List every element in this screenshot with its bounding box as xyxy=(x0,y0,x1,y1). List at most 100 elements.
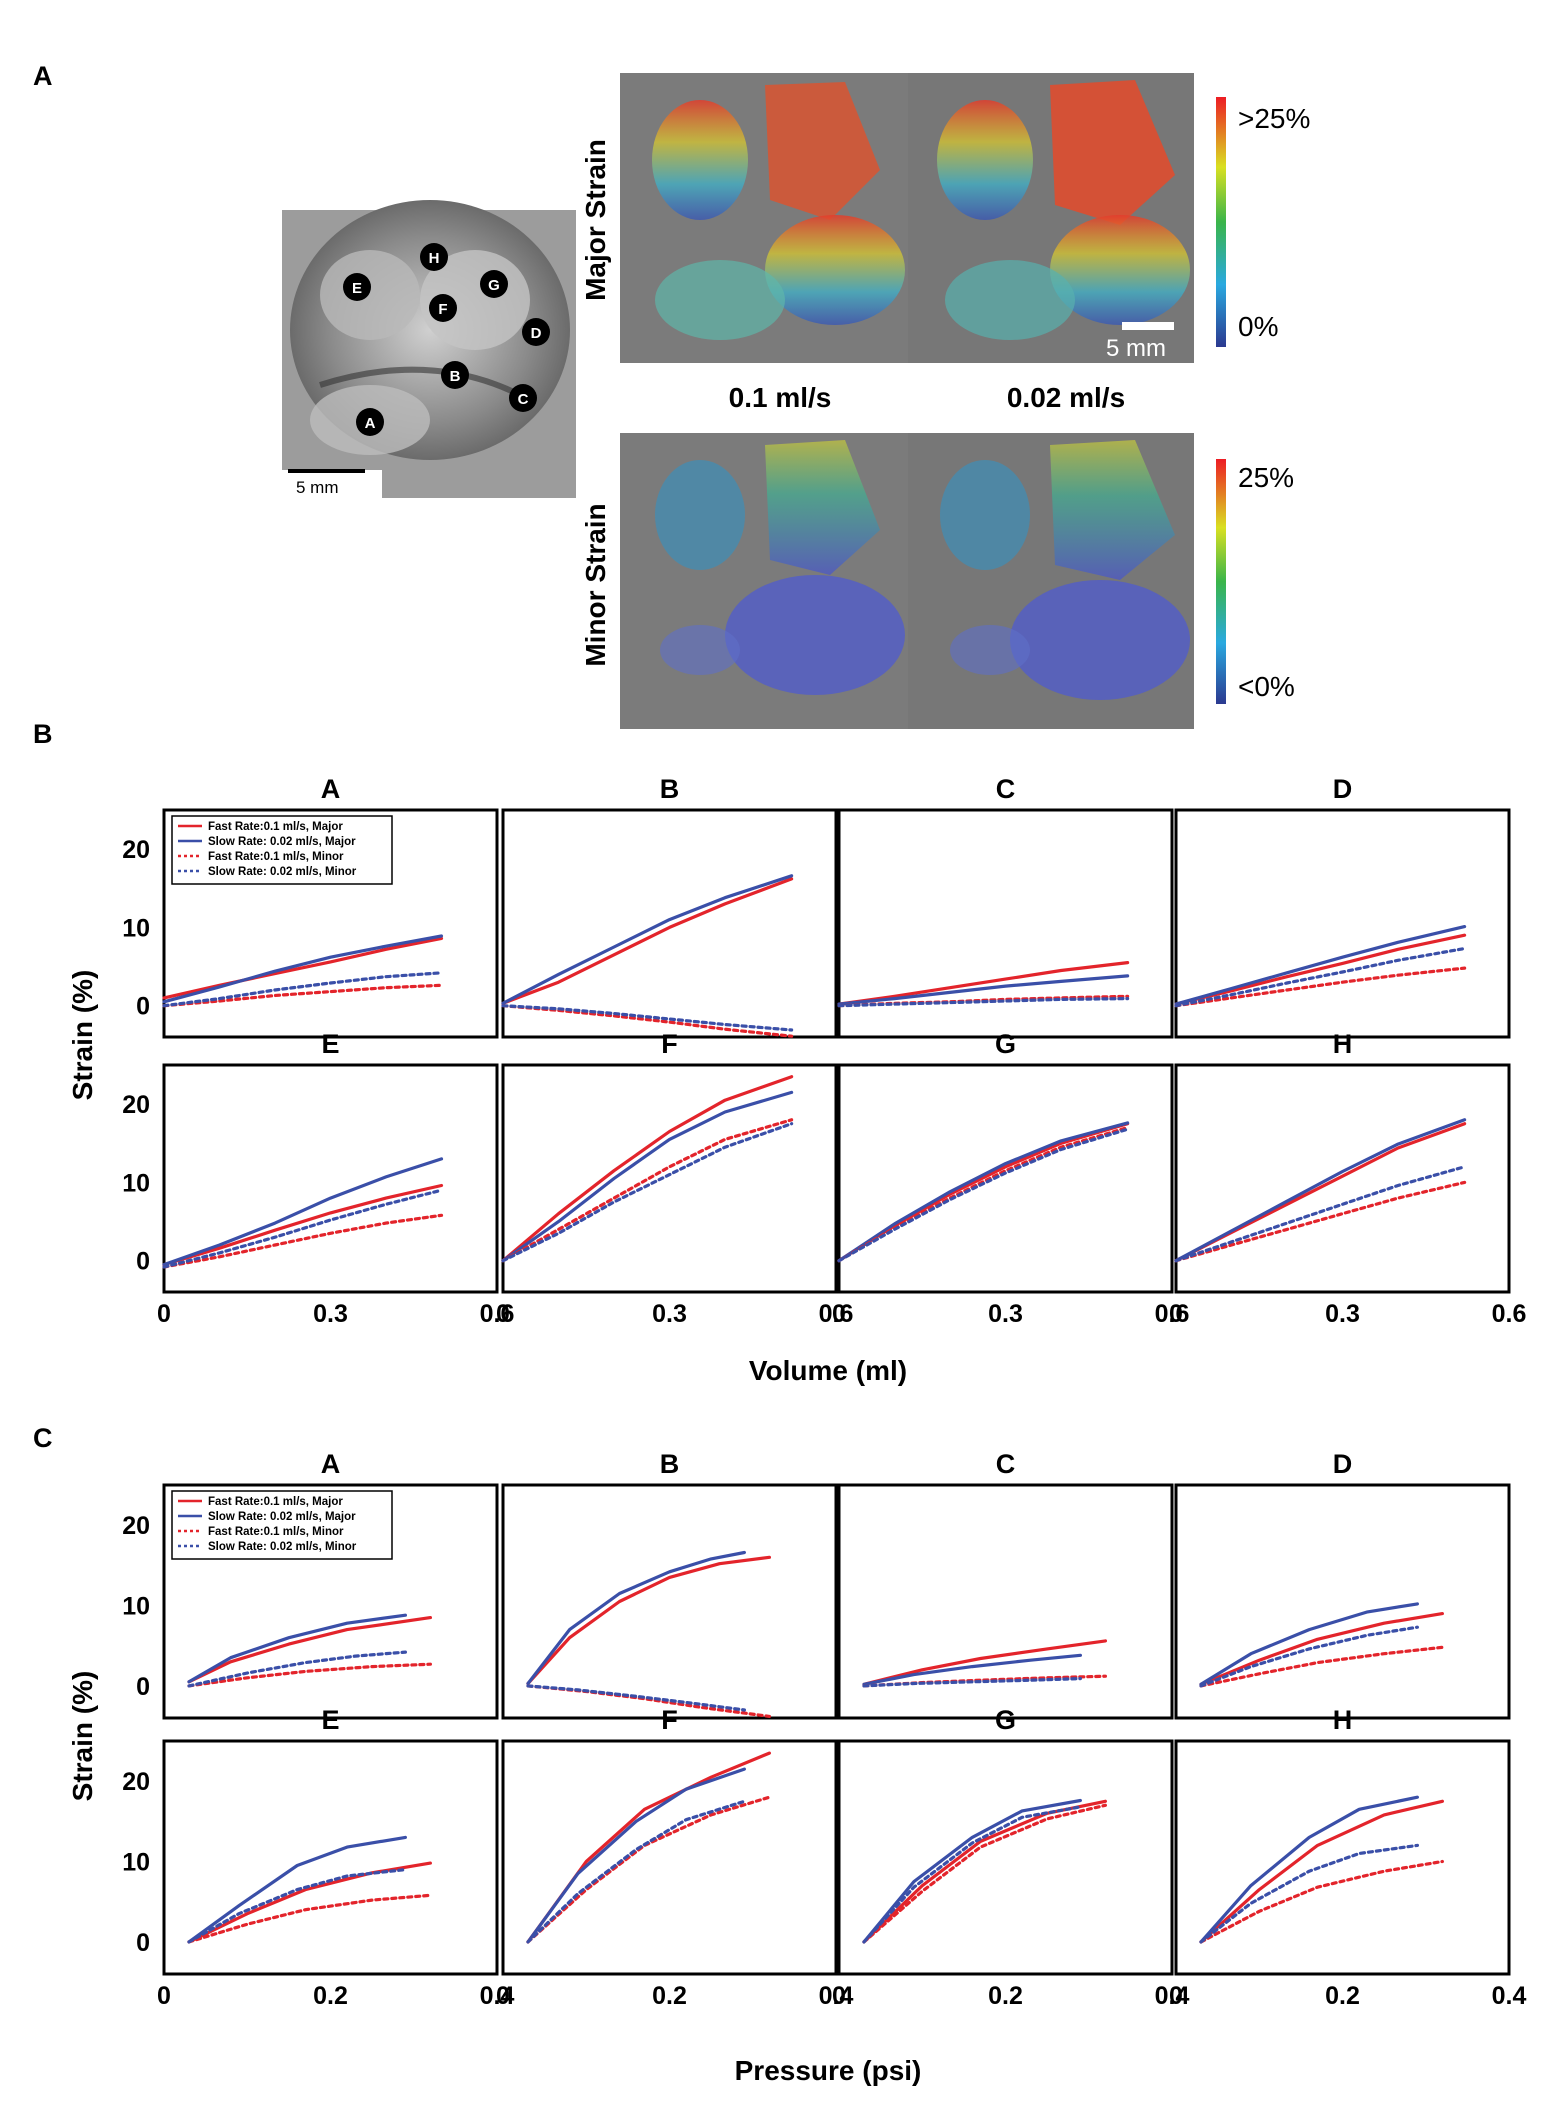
subplot-title-c-d: D xyxy=(1333,1449,1353,1479)
legend-label-b-0: Fast Rate:0.1 ml/s, Major xyxy=(208,821,343,833)
series-line-c-f-1 xyxy=(526,1767,747,1944)
colorbar-major-bottom: 0% xyxy=(1238,311,1278,342)
scale-bar-box xyxy=(282,470,382,498)
legend-label-c-3: Slow Rate: 0.02 ml/s, Minor xyxy=(208,1541,357,1553)
series-line-c-e-2 xyxy=(187,1893,432,1944)
scale-bar-small-label: 5 mm xyxy=(296,478,339,497)
series-line-b-c-1 xyxy=(837,974,1130,1006)
series-line-b-f-2 xyxy=(501,1118,794,1263)
x-tick-c-e-2: 0.4 xyxy=(480,1982,515,2010)
x-tick-c-f-1: 0.2 xyxy=(652,1982,687,2010)
subplot-title-b-f: F xyxy=(661,1029,678,1059)
series-line-c-c-1 xyxy=(862,1653,1083,1686)
x-tick-b-e-0: 0 xyxy=(157,1300,171,1328)
series-line-c-g-1 xyxy=(862,1798,1083,1944)
series-line-c-d-0 xyxy=(1199,1611,1445,1686)
colorbar-minor-bottom: <0% xyxy=(1238,671,1295,702)
legend-label-c-2: Fast Rate:0.1 ml/s, Minor xyxy=(208,1526,344,1538)
x-tick-b-g-1: 0.3 xyxy=(988,1300,1023,1328)
subplot-frame-b-b xyxy=(501,808,838,1039)
subplot-title-b-h: H xyxy=(1333,1029,1353,1059)
series-line-b-b-1 xyxy=(501,874,794,1005)
series-line-b-e-1 xyxy=(162,1157,444,1267)
rate-label-slow: 0.02 ml/s xyxy=(1007,382,1125,413)
marker-f xyxy=(429,294,457,322)
subplot-frame-b-d xyxy=(1174,808,1511,1039)
subplot-title-c-h: H xyxy=(1333,1705,1353,1735)
marker-h xyxy=(420,243,448,271)
subplot-title-b-d: D xyxy=(1333,774,1353,804)
x-tick-c-h-0: 0 xyxy=(1169,1982,1183,2010)
series-line-c-d-1 xyxy=(1199,1602,1420,1686)
legend-label-b-3: Slow Rate: 0.02 ml/s, Minor xyxy=(208,866,357,878)
subplot-frame-c-d xyxy=(1174,1483,1511,1720)
panel-c-letter: C xyxy=(33,1423,53,1453)
subplot-title-b-b: B xyxy=(660,774,680,804)
minor-strain-image-fast xyxy=(620,433,908,729)
subplot-frame-c-b xyxy=(501,1483,838,1720)
marker-e xyxy=(343,273,371,301)
series-line-c-e-1 xyxy=(187,1835,407,1944)
x-tick-b-g-2: 0.6 xyxy=(1155,1300,1190,1328)
x-tick-c-g-0: 0 xyxy=(832,1982,846,2010)
series-line-b-h-1 xyxy=(1174,1118,1467,1263)
x-tick-b-g-0: 0 xyxy=(832,1300,846,1328)
x-tick-c-h-2: 0.4 xyxy=(1492,1982,1527,2010)
x-tick-b-h-1: 0.3 xyxy=(1325,1300,1360,1328)
legend-label-b-1: Slow Rate: 0.02 ml/s, Major xyxy=(208,836,356,848)
subplot-frame-c-e xyxy=(162,1739,499,1976)
colorbar-minor-top: 25% xyxy=(1238,462,1294,493)
series-line-b-b-0 xyxy=(501,877,794,1005)
major-strain-image-slow: 5 mm xyxy=(908,73,1194,363)
legend-box-c xyxy=(171,1490,393,1560)
marker-d-label: D xyxy=(531,325,542,342)
panel-c-charts: A 0 10 20 Fast Rate:0.1 ml/s, Major Slow Rate… xyxy=(122,1449,1526,2010)
x-tick-b-e-1: 0.3 xyxy=(313,1300,348,1328)
colorbar-major-top: >25% xyxy=(1238,103,1310,134)
subplot-title-b-c: C xyxy=(996,774,1016,804)
y-tick-c-a-2: 20 xyxy=(122,1512,150,1540)
marker-f-label: F xyxy=(438,301,447,318)
y-tick-c-e-1: 10 xyxy=(122,1849,150,1877)
subplot-title-b-e: E xyxy=(321,1029,339,1059)
y-tick-c-e-0: 0 xyxy=(136,1929,150,1957)
subplot-title-c-a: A xyxy=(321,1449,341,1479)
series-line-b-e-3 xyxy=(162,1188,444,1269)
x-tick-c-g-2: 0.4 xyxy=(1155,1982,1190,2010)
marker-a-label: A xyxy=(365,415,376,432)
series-line-b-d-0 xyxy=(1174,933,1467,1006)
series-line-b-f-0 xyxy=(501,1075,794,1263)
series-line-c-c-0 xyxy=(862,1639,1108,1686)
series-line-b-h-2 xyxy=(1174,1180,1467,1263)
series-line-b-c-0 xyxy=(837,960,1130,1006)
series-line-c-e-3 xyxy=(187,1867,407,1944)
series-line-b-e-2 xyxy=(162,1213,444,1269)
legend-label-b-2: Fast Rate:0.1 ml/s, Minor xyxy=(208,851,344,863)
subplot-title-c-g: G xyxy=(995,1705,1016,1735)
panel-b-xlabel: Volume (ml) xyxy=(749,1355,907,1386)
panel-b-letter: B xyxy=(33,719,53,749)
series-line-c-b-0 xyxy=(526,1555,772,1686)
legend-label-c-0: Fast Rate:0.1 ml/s, Major xyxy=(208,1496,343,1508)
series-line-c-a-0 xyxy=(187,1615,432,1684)
subplot-frame-b-g xyxy=(837,1063,1174,1294)
colorbar-minor xyxy=(1216,459,1226,704)
y-tick-b-e-1: 10 xyxy=(122,1169,150,1197)
x-tick-c-e-1: 0.2 xyxy=(313,1982,348,2010)
y-tick-b-e-2: 20 xyxy=(122,1091,150,1119)
series-line-b-a-3 xyxy=(162,971,444,1008)
series-line-c-a-2 xyxy=(187,1662,432,1688)
subplot-frame-b-h xyxy=(1174,1063,1511,1294)
x-tick-b-h-2: 0.6 xyxy=(1492,1300,1527,1328)
panel-a-letter: A xyxy=(33,61,53,91)
region-markers: H E G F D B C A xyxy=(343,243,550,436)
subplot-title-c-c: C xyxy=(996,1449,1016,1479)
marker-c xyxy=(509,384,537,412)
subplot-title-c-f: F xyxy=(661,1705,678,1735)
series-line-c-g-2 xyxy=(862,1803,1108,1944)
series-line-c-h-3 xyxy=(1199,1843,1420,1944)
x-tick-b-h-0: 0 xyxy=(1169,1300,1183,1328)
series-line-b-b-3 xyxy=(501,1004,794,1032)
x-tick-b-e-2: 0.6 xyxy=(480,1300,515,1328)
subplot-frame-c-f xyxy=(501,1739,838,1976)
